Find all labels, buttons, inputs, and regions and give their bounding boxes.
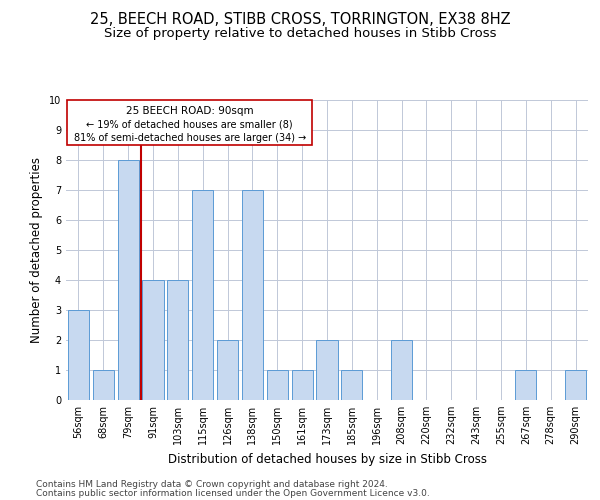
Bar (217, 340, 238, 400)
Bar (167, 280, 188, 400)
Bar (391, 340, 412, 400)
Text: Contains HM Land Registry data © Crown copyright and database right 2024.: Contains HM Land Registry data © Crown c… (36, 480, 388, 489)
Text: 25, BEECH ROAD, STIBB CROSS, TORRINGTON, EX38 8HZ: 25, BEECH ROAD, STIBB CROSS, TORRINGTON,… (89, 12, 511, 28)
Bar (515, 370, 536, 400)
Text: Size of property relative to detached houses in Stibb Cross: Size of property relative to detached ho… (104, 28, 496, 40)
Bar (118, 160, 139, 400)
Bar (242, 190, 263, 400)
Bar (565, 370, 586, 400)
Bar (316, 340, 338, 400)
Y-axis label: Number of detached properties: Number of detached properties (31, 157, 43, 343)
Text: Contains public sector information licensed under the Open Government Licence v3: Contains public sector information licen… (36, 489, 430, 498)
Text: 81% of semi-detached houses are larger (34) →: 81% of semi-detached houses are larger (… (74, 134, 306, 143)
Bar (192, 190, 213, 400)
Bar (68, 310, 89, 400)
Bar (292, 370, 313, 400)
Text: 25 BEECH ROAD: 90sqm: 25 BEECH ROAD: 90sqm (126, 106, 253, 116)
X-axis label: Distribution of detached houses by size in Stibb Cross: Distribution of detached houses by size … (167, 452, 487, 466)
Bar (341, 370, 362, 400)
Bar (93, 370, 114, 400)
FancyBboxPatch shape (67, 100, 312, 145)
Bar (267, 370, 288, 400)
Bar (142, 280, 164, 400)
Text: ← 19% of detached houses are smaller (8): ← 19% of detached houses are smaller (8) (86, 120, 293, 130)
